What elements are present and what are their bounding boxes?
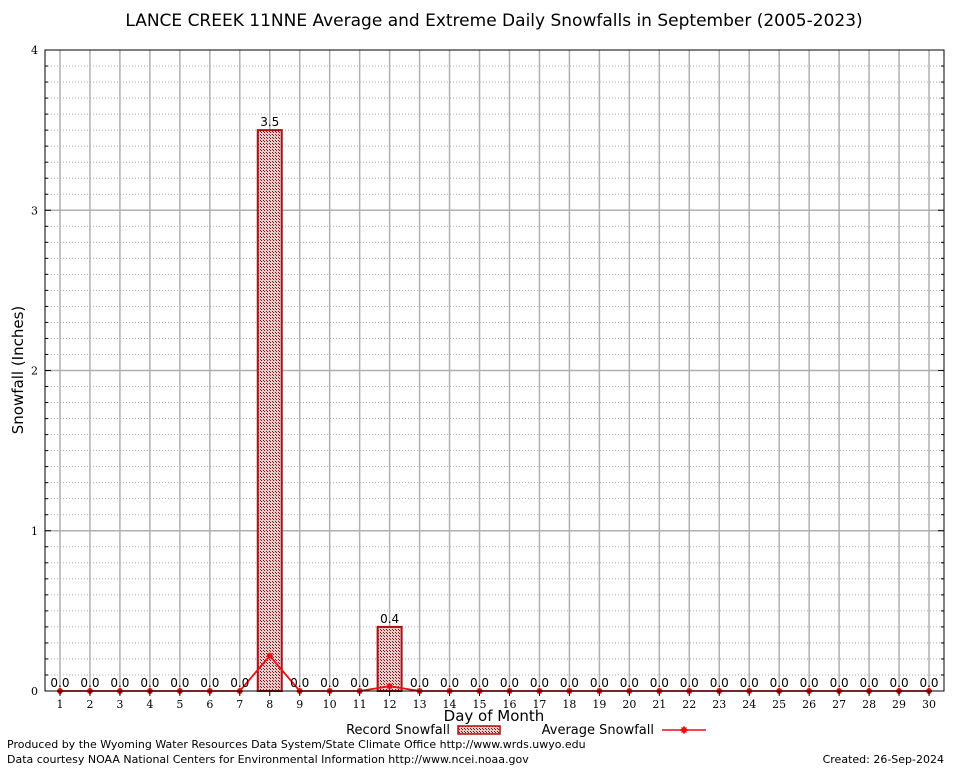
x-tick-label: 8 (266, 698, 273, 711)
x-tick-label: 17 (532, 698, 546, 711)
data-label-day-8: 3.5 (260, 115, 279, 129)
x-tick-label: 29 (892, 698, 906, 711)
data-label-day-13: 0.0 (410, 676, 429, 690)
data-label-day-25: 0.0 (770, 676, 789, 690)
x-tick-label: 10 (323, 698, 337, 711)
legend-record-swatch (457, 725, 501, 735)
y-tick-label: 2 (31, 365, 38, 378)
bar-day-12 (376, 625, 403, 693)
x-tick-label: 19 (592, 698, 606, 711)
data-label-day-20: 0.0 (620, 676, 639, 690)
data-label-day-15: 0.0 (470, 676, 489, 690)
data-label-day-4: 0.0 (140, 676, 159, 690)
y-axis-label: Snowfall (Inches) (9, 306, 27, 434)
legend: Record Snowfall Average Snowfall (346, 723, 706, 738)
x-tick-label: 30 (922, 698, 936, 711)
data-label-day-30: 0.0 (919, 676, 938, 690)
x-tick-label: 11 (353, 698, 367, 711)
data-label-day-24: 0.0 (740, 676, 759, 690)
grid (45, 50, 944, 691)
average-point-day-12 (386, 683, 393, 690)
x-tick-label: 20 (622, 698, 636, 711)
x-tick-label: 5 (176, 698, 183, 711)
legend-average-marker (680, 726, 688, 734)
x-tick-label: 25 (772, 698, 786, 711)
data-label-day-14: 0.0 (440, 676, 459, 690)
data-label-day-29: 0.0 (890, 676, 909, 690)
x-tick-label: 2 (86, 698, 93, 711)
x-tick-label: 16 (502, 698, 516, 711)
data-label-day-7: 0.0 (230, 676, 249, 690)
x-ticks: 1 2 3 4 5 6 7 8 9 10 11 12 13 14 15 16 17 18 19 20 21 22 23 24 2… (56, 691, 936, 711)
data-label-day-18: 0.0 (560, 676, 579, 690)
data-label-day-12: 0.4 (380, 612, 399, 626)
legend-record-label: Record Snowfall (346, 723, 450, 738)
data-label-day-2: 0.0 (80, 676, 99, 690)
y-tick-label: 0 (31, 685, 38, 698)
x-tick-label: 7 (236, 698, 243, 711)
footer-produced-by: Produced by the Wyoming Water Resources … (7, 738, 586, 751)
data-label-day-19: 0.0 (590, 676, 609, 690)
data-label-day-27: 0.0 (830, 676, 849, 690)
footer-created: Created: 26-Sep-2024 (823, 753, 944, 766)
data-label-day-26: 0.0 (800, 676, 819, 690)
x-tick-label: 6 (206, 698, 213, 711)
legend-average-label: Average Snowfall (542, 723, 654, 738)
x-tick-label: 12 (383, 698, 397, 711)
x-tick-label: 27 (832, 698, 846, 711)
data-label-day-9: 0.0 (290, 676, 309, 690)
data-label-day-11: 0.0 (350, 676, 369, 690)
x-tick-label: 26 (802, 698, 816, 711)
data-label-day-22: 0.0 (680, 676, 699, 690)
x-tick-label: 15 (473, 698, 487, 711)
data-labels: 0.0 0.0 0.0 0.0 0.0 0.0 0.0 3.5 0.0 0.0 0.0 0.4 0.0 0… (50, 115, 938, 690)
data-label-day-6: 0.0 (200, 676, 219, 690)
data-label-day-16: 0.0 (500, 676, 519, 690)
data-label-day-5: 0.0 (170, 676, 189, 690)
x-tick-label: 4 (146, 698, 153, 711)
bars (256, 129, 403, 693)
data-label-day-23: 0.0 (710, 676, 729, 690)
bar-day-8 (256, 129, 283, 692)
chart-title: LANCE CREEK 11NNE Average and Extreme Da… (125, 11, 862, 31)
x-tick-label: 1 (56, 698, 63, 711)
x-tick-label: 24 (742, 698, 756, 711)
y-tick-label: 1 (31, 525, 38, 538)
y-tick-label: 4 (31, 44, 38, 57)
x-tick-label: 3 (116, 698, 123, 711)
y-ticks: 0 1 2 3 4 (31, 44, 944, 698)
data-label-day-10: 0.0 (320, 676, 339, 690)
x-tick-label: 9 (296, 698, 303, 711)
x-tick-label: 28 (862, 698, 876, 711)
data-label-day-28: 0.0 (860, 676, 879, 690)
data-label-day-21: 0.0 (650, 676, 669, 690)
x-tick-label: 18 (562, 698, 576, 711)
x-tick-label: 13 (413, 698, 427, 711)
x-tick-label: 23 (712, 698, 726, 711)
x-tick-label: 14 (443, 698, 457, 711)
x-tick-label: 22 (682, 698, 696, 711)
data-label-day-17: 0.0 (530, 676, 549, 690)
data-label-day-1: 0.0 (50, 676, 69, 690)
x-axis-label: Day of Month (444, 707, 545, 725)
x-tick-label: 21 (652, 698, 666, 711)
y-tick-label: 3 (31, 204, 38, 217)
footer-data-courtesy: Data courtesy NOAA National Centers for … (7, 753, 529, 766)
data-label-day-3: 0.0 (110, 676, 129, 690)
average-point-day-8 (266, 652, 273, 659)
